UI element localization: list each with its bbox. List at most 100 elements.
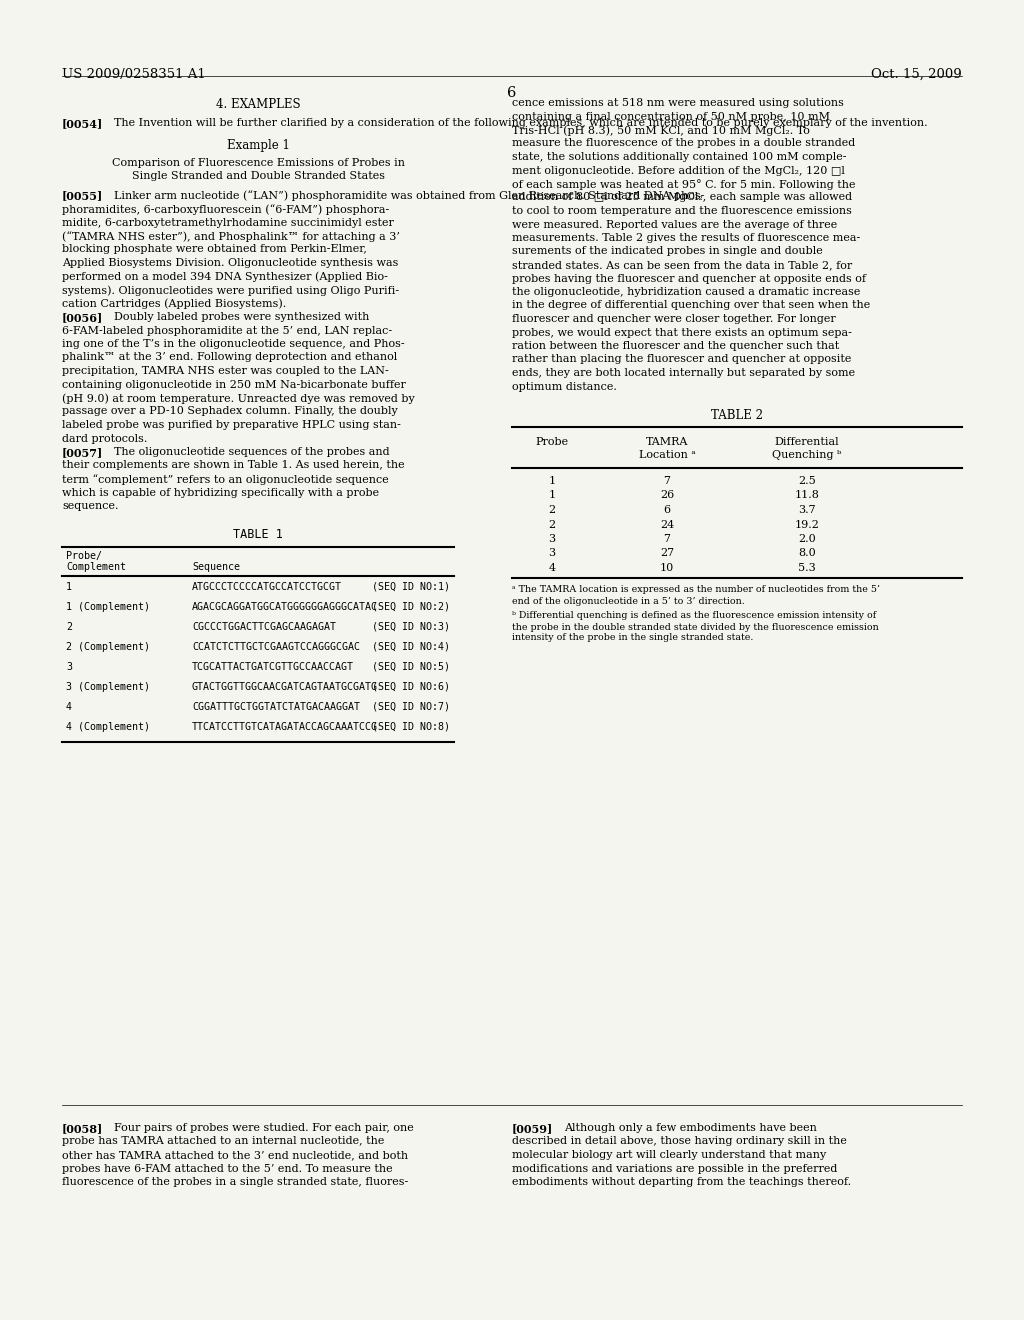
Text: (SEQ ID NO:6): (SEQ ID NO:6)	[372, 681, 450, 692]
Text: ends, they are both located internally but separated by some: ends, they are both located internally b…	[512, 368, 855, 378]
Text: 1: 1	[549, 491, 556, 500]
Text: were measured. Reported values are the average of three: were measured. Reported values are the a…	[512, 219, 838, 230]
Text: 4 (Complement): 4 (Complement)	[66, 722, 150, 731]
Text: 2: 2	[549, 520, 556, 529]
Text: Single Stranded and Double Stranded States: Single Stranded and Double Stranded Stat…	[131, 172, 384, 181]
Text: 4: 4	[549, 564, 556, 573]
Text: (SEQ ID NO:5): (SEQ ID NO:5)	[372, 661, 450, 672]
Text: described in detail above, those having ordinary skill in the: described in detail above, those having …	[512, 1137, 847, 1147]
Text: (SEQ ID NO:4): (SEQ ID NO:4)	[372, 642, 450, 652]
Text: their complements are shown in Table 1. As used herein, the: their complements are shown in Table 1. …	[62, 461, 404, 470]
Text: term “complement” refers to an oligonucleotide sequence: term “complement” refers to an oligonucl…	[62, 474, 389, 484]
Text: optimum distance.: optimum distance.	[512, 381, 616, 392]
Text: (SEQ ID NO:2): (SEQ ID NO:2)	[372, 602, 450, 611]
Text: Quenching ᵇ: Quenching ᵇ	[772, 450, 842, 461]
Text: systems). Oligonucleotides were purified using Oligo Purifi-: systems). Oligonucleotides were purified…	[62, 285, 399, 296]
Text: embodiments without departing from the teachings thereof.: embodiments without departing from the t…	[512, 1177, 851, 1187]
Text: The Invention will be further clarified by a consideration of the following exam: The Invention will be further clarified …	[114, 117, 928, 128]
Text: 2.0: 2.0	[798, 535, 816, 544]
Text: Oct. 15, 2009: Oct. 15, 2009	[871, 69, 962, 81]
Text: the oligonucleotide, hybridization caused a dramatic increase: the oligonucleotide, hybridization cause…	[512, 286, 860, 297]
Text: GTACTGGTTGGCAACGATCAGTAATGCGATG: GTACTGGTTGGCAACGATCAGTAATGCGATG	[193, 681, 378, 692]
Text: CGCCCTGGACTTCGAGCAAGAGAT: CGCCCTGGACTTCGAGCAAGAGAT	[193, 622, 336, 631]
Text: [0054]: [0054]	[62, 117, 103, 129]
Text: 24: 24	[659, 520, 674, 529]
Text: Comparison of Fluorescence Emissions of Probes in: Comparison of Fluorescence Emissions of …	[112, 157, 404, 168]
Text: 10: 10	[659, 564, 674, 573]
Text: (SEQ ID NO:3): (SEQ ID NO:3)	[372, 622, 450, 631]
Text: AGACGCAGGATGGCATGGGGGGAGGGCATAC: AGACGCAGGATGGCATGGGGGGAGGGCATAC	[193, 602, 378, 611]
Text: phalink™ at the 3’ end. Following deprotection and ethanol: phalink™ at the 3’ end. Following deprot…	[62, 352, 397, 363]
Text: intensity of the probe in the single stranded state.: intensity of the probe in the single str…	[512, 634, 754, 643]
Text: 8.0: 8.0	[798, 549, 816, 558]
Text: [0056]: [0056]	[62, 312, 103, 323]
Text: state, the solutions additionally contained 100 mM comple-: state, the solutions additionally contai…	[512, 152, 847, 162]
Text: 3: 3	[549, 549, 556, 558]
Text: 2: 2	[66, 622, 72, 631]
Text: measure the fluorescence of the probes in a double stranded: measure the fluorescence of the probes i…	[512, 139, 855, 149]
Text: 19.2: 19.2	[795, 520, 819, 529]
Text: [0057]: [0057]	[62, 447, 103, 458]
Text: [0059]: [0059]	[512, 1123, 553, 1134]
Text: (pH 9.0) at room temperature. Unreacted dye was removed by: (pH 9.0) at room temperature. Unreacted …	[62, 393, 415, 404]
Text: probes have 6-FAM attached to the 5’ end. To measure the: probes have 6-FAM attached to the 5’ end…	[62, 1163, 392, 1173]
Text: Sequence: Sequence	[193, 562, 240, 572]
Text: 26: 26	[659, 491, 674, 500]
Text: CGGATTTGCTGGTATCTATGACAAGGAT: CGGATTTGCTGGTATCTATGACAAGGAT	[193, 701, 360, 711]
Text: TAMRA: TAMRA	[646, 437, 688, 447]
Text: US 2009/0258351 A1: US 2009/0258351 A1	[62, 69, 206, 81]
Text: midite, 6-carboxytetramethylrhodamine succinimidyl ester: midite, 6-carboxytetramethylrhodamine su…	[62, 218, 394, 227]
Text: labeled probe was purified by preparative HPLC using stan-: labeled probe was purified by preparativ…	[62, 420, 400, 430]
Text: 3.7: 3.7	[798, 506, 816, 515]
Text: cation Cartridges (Applied Biosystems).: cation Cartridges (Applied Biosystems).	[62, 298, 287, 309]
Text: probes, we would expect that there exists an optimum sepa-: probes, we would expect that there exist…	[512, 327, 852, 338]
Text: which is capable of hybridizing specifically with a probe: which is capable of hybridizing specific…	[62, 487, 379, 498]
Text: probes having the fluorescer and quencher at opposite ends of: probes having the fluorescer and quenche…	[512, 273, 866, 284]
Text: fluorescence of the probes in a single stranded state, fluores-: fluorescence of the probes in a single s…	[62, 1177, 409, 1187]
Text: [0058]: [0058]	[62, 1123, 103, 1134]
Text: Probe: Probe	[536, 437, 568, 447]
Text: 3: 3	[549, 535, 556, 544]
Text: The oligonucleotide sequences of the probes and: The oligonucleotide sequences of the pro…	[114, 447, 389, 457]
Text: 3: 3	[66, 661, 72, 672]
Text: probe has TAMRA attached to an internal nucleotide, the: probe has TAMRA attached to an internal …	[62, 1137, 384, 1147]
Text: Tris-HCl (pH 8.3), 50 mM KCl, and 10 mM MgCl₂. To: Tris-HCl (pH 8.3), 50 mM KCl, and 10 mM …	[512, 125, 810, 136]
Text: Location ᵃ: Location ᵃ	[639, 450, 695, 461]
Text: surements of the indicated probes in single and double: surements of the indicated probes in sin…	[512, 247, 822, 256]
Text: Four pairs of probes were studied. For each pair, one: Four pairs of probes were studied. For e…	[114, 1123, 414, 1133]
Text: ATGCCCTCCCCATGCCATCCTGCGT: ATGCCCTCCCCATGCCATCCTGCGT	[193, 582, 342, 591]
Text: 1: 1	[66, 582, 72, 591]
Text: dard protocols.: dard protocols.	[62, 433, 147, 444]
Text: ing one of the T’s in the oligonucleotide sequence, and Phos-: ing one of the T’s in the oligonucleotid…	[62, 339, 404, 348]
Text: precipitation, TAMRA NHS ester was coupled to the LAN-: precipitation, TAMRA NHS ester was coupl…	[62, 366, 389, 376]
Text: 4: 4	[66, 701, 72, 711]
Text: modifications and variations are possible in the preferred: modifications and variations are possibl…	[512, 1163, 838, 1173]
Text: Differential: Differential	[775, 437, 840, 447]
Text: performed on a model 394 DNA Synthesizer (Applied Bio-: performed on a model 394 DNA Synthesizer…	[62, 272, 388, 282]
Text: [0055]: [0055]	[62, 190, 103, 202]
Text: Linker arm nucleotide (“LAN”) phosphoramidite was obtained from Glen Research. S: Linker arm nucleotide (“LAN”) phosphoram…	[114, 190, 705, 201]
Text: in the degree of differential quenching over that seen when the: in the degree of differential quenching …	[512, 301, 870, 310]
Text: 11.8: 11.8	[795, 491, 819, 500]
Text: 2.5: 2.5	[798, 477, 816, 486]
Text: 27: 27	[659, 549, 674, 558]
Text: (SEQ ID NO:1): (SEQ ID NO:1)	[372, 582, 450, 591]
Text: addition of 80 □l of 25 mm MgCl₂, each sample was allowed: addition of 80 □l of 25 mm MgCl₂, each s…	[512, 193, 852, 202]
Text: Probe/: Probe/	[66, 550, 102, 561]
Text: containing oligonucleotide in 250 mM Na-bicarbonate buffer: containing oligonucleotide in 250 mM Na-…	[62, 380, 406, 389]
Text: (“TAMRA NHS ester”), and Phosphalink™ for attaching a 3’: (“TAMRA NHS ester”), and Phosphalink™ fo…	[62, 231, 400, 242]
Text: Doubly labeled probes were synthesized with: Doubly labeled probes were synthesized w…	[114, 312, 370, 322]
Text: blocking phosphate were obtained from Perkin-Elmer,: blocking phosphate were obtained from Pe…	[62, 244, 367, 255]
Text: end of the oligonucleotide in a 5’ to 3’ direction.: end of the oligonucleotide in a 5’ to 3’…	[512, 597, 744, 606]
Text: 3 (Complement): 3 (Complement)	[66, 681, 150, 692]
Text: (SEQ ID NO:7): (SEQ ID NO:7)	[372, 701, 450, 711]
Text: phoramidites, 6-carboxyfluorescein (“6-FAM”) phosphora-: phoramidites, 6-carboxyfluorescein (“6-F…	[62, 205, 389, 215]
Text: 1: 1	[549, 477, 556, 486]
Text: (SEQ ID NO:8): (SEQ ID NO:8)	[372, 722, 450, 731]
Text: Complement: Complement	[66, 562, 126, 572]
Text: measurements. Table 2 gives the results of fluorescence mea-: measurements. Table 2 gives the results …	[512, 234, 860, 243]
Text: TABLE 2: TABLE 2	[711, 409, 763, 422]
Text: other has TAMRA attached to the 3’ end nucleotide, and both: other has TAMRA attached to the 3’ end n…	[62, 1150, 409, 1160]
Text: containing a final concentration of 50 nM probe, 10 mM: containing a final concentration of 50 n…	[512, 111, 830, 121]
Text: 6: 6	[664, 506, 671, 515]
